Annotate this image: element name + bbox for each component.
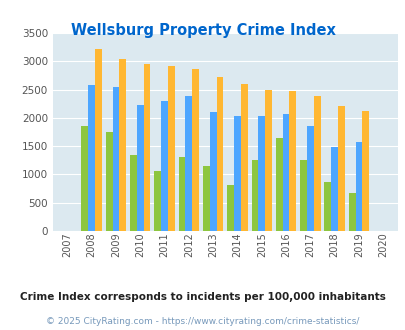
Bar (337, 106, 344, 231)
Bar (251, 160, 258, 231)
Bar (258, 115, 264, 231)
Bar (282, 115, 289, 231)
Bar (119, 59, 126, 231)
Bar (209, 112, 216, 231)
Bar (95, 50, 102, 231)
Bar (289, 91, 296, 231)
Bar (161, 101, 168, 231)
Bar (168, 66, 174, 231)
Bar (88, 85, 95, 231)
Bar (313, 96, 320, 231)
Text: Crime Index corresponds to incidents per 100,000 inhabitants: Crime Index corresponds to incidents per… (20, 292, 385, 302)
Bar (143, 64, 150, 231)
Bar (355, 142, 362, 231)
Bar (136, 105, 143, 231)
Bar (130, 155, 136, 231)
Bar (216, 77, 223, 231)
Bar (264, 89, 271, 231)
Bar (154, 171, 161, 231)
Bar (275, 138, 282, 231)
Bar (324, 182, 330, 231)
Bar (185, 96, 192, 231)
Bar (240, 84, 247, 231)
Bar (112, 87, 119, 231)
Bar (81, 126, 88, 231)
Bar (227, 184, 234, 231)
Text: © 2025 CityRating.com - https://www.cityrating.com/crime-statistics/: © 2025 CityRating.com - https://www.city… (46, 317, 359, 326)
Bar (105, 132, 112, 231)
Bar (234, 116, 240, 231)
Bar (202, 166, 209, 231)
Bar (330, 147, 337, 231)
Bar (299, 160, 306, 231)
Bar (178, 157, 185, 231)
Text: Wellsburg Property Crime Index: Wellsburg Property Crime Index (70, 23, 335, 38)
Bar (348, 192, 355, 231)
Bar (362, 111, 368, 231)
Bar (306, 126, 313, 231)
Bar (192, 69, 198, 231)
